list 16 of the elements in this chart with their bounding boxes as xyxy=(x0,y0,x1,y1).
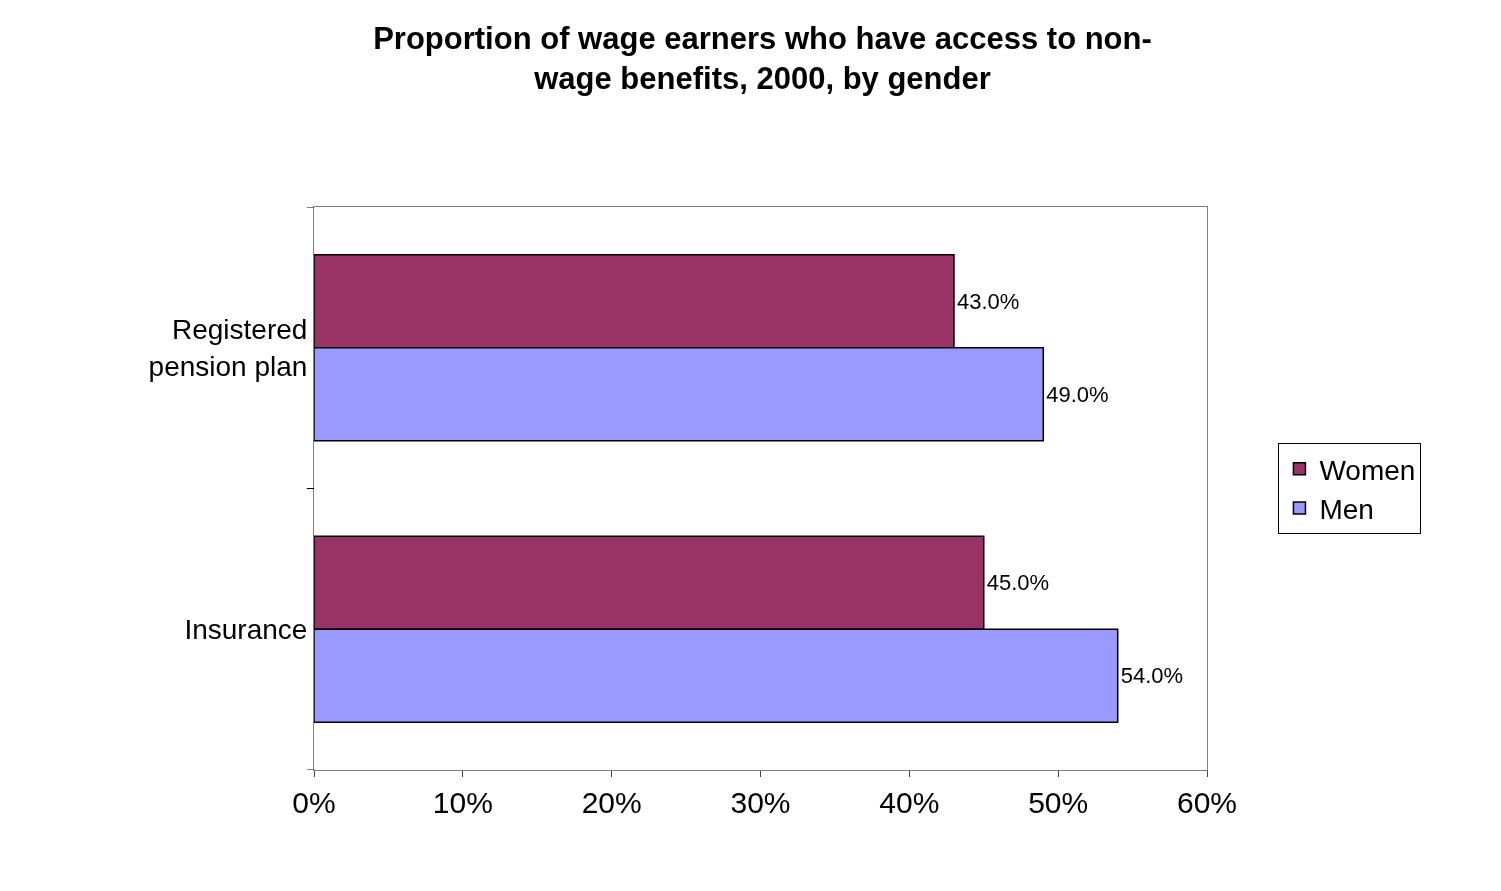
chart-title: Proportion of wage earners who have access to non-wage benefits, 2000, by gender xyxy=(373,21,1152,97)
data-label: 43.0% xyxy=(956,288,1020,314)
x-tick-label: 20% xyxy=(581,786,642,819)
x-tick-label: 50% xyxy=(1028,786,1089,819)
legend-label: Men xyxy=(1319,494,1374,526)
x-tick-label: 40% xyxy=(879,786,940,819)
x-tick-label: 30% xyxy=(730,786,791,819)
data-label: 45.0% xyxy=(986,570,1050,596)
data-label: 54.0% xyxy=(1120,663,1184,689)
y-tick-label: Insurance xyxy=(184,614,308,646)
y-tick-label: Registered pension plan xyxy=(148,314,308,382)
data-label: 49.0% xyxy=(1046,381,1109,407)
x-tick-label: 10% xyxy=(432,786,493,819)
x-tick-label: 0% xyxy=(292,786,336,819)
x-tick-label: 60% xyxy=(1176,786,1238,819)
legend-label: Women xyxy=(1319,454,1416,486)
